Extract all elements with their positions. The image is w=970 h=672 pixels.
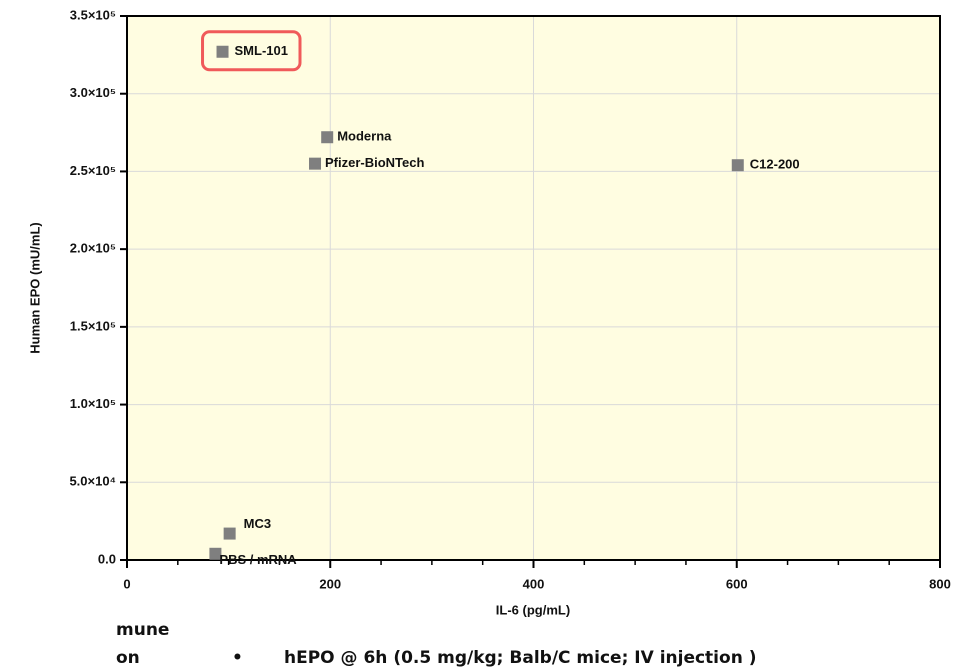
point — [223, 527, 236, 540]
point — [731, 159, 744, 172]
point-label: MC3 — [244, 516, 271, 531]
bullet: • — [232, 648, 243, 668]
x-tick-label: 200 — [319, 576, 341, 591]
x-tick-label: 400 — [523, 576, 545, 591]
y-axis-title: Human EPO (mU/mL) — [27, 222, 42, 353]
footer-text: on — [116, 648, 140, 668]
point — [209, 547, 222, 560]
point-label: SML-101 — [235, 43, 288, 58]
plot-frame — [126, 15, 941, 561]
point — [216, 45, 229, 58]
x-axis-title: IL-6 (pg/mL) — [496, 602, 570, 617]
y-tick-label: 3.5×10⁵ — [70, 7, 116, 22]
point-label: PBS / mRNA — [219, 552, 297, 567]
point-label: Moderna — [337, 129, 392, 144]
highlight-box — [201, 30, 302, 72]
point — [309, 157, 322, 170]
footer-text: mune — [116, 620, 169, 640]
x-tick-label: 0 — [123, 576, 130, 591]
y-tick-label: 3.0×10⁵ — [70, 85, 116, 100]
y-tick-label: 2.0×10⁵ — [70, 241, 116, 256]
point — [321, 131, 334, 144]
y-tick-label: 2.5×10⁵ — [70, 163, 116, 178]
y-tick-label: 1.5×10⁵ — [70, 318, 116, 333]
footer-text: hEPO @ 6h (0.5 mg/kg; Balb/C mice; IV in… — [284, 648, 756, 668]
point-label: C12-200 — [750, 157, 800, 172]
y-tick-label: 1.0×10⁵ — [70, 396, 116, 411]
y-tick-label: 5.0×10⁴ — [69, 474, 116, 489]
x-tick-label: 600 — [726, 576, 748, 591]
x-tick-label: 800 — [929, 576, 951, 591]
point-label: Pfizer-BioNTech — [325, 155, 424, 170]
y-tick-label: 0.0 — [98, 551, 116, 566]
